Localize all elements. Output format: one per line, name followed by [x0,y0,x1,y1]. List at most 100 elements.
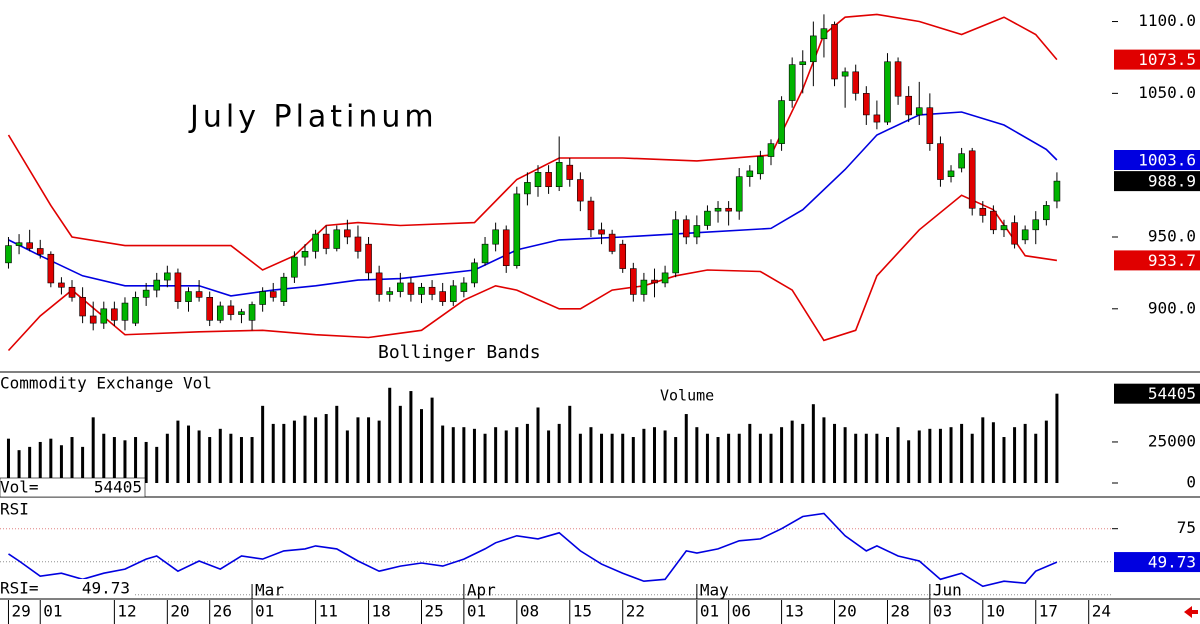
candle-body [598,229,605,235]
volume-bar [409,391,413,484]
volume-bar [652,427,656,484]
volume-bar [568,405,572,484]
candle-body [947,170,955,177]
volume-bar [314,417,318,484]
candle-body [725,207,732,212]
volume-bar [769,433,773,484]
candle-body [79,297,86,317]
volume-bar [345,430,349,484]
candle-body [1021,229,1029,241]
x-tick-label: 01 [467,602,486,621]
volume-bar [483,433,487,484]
volume-bar [1002,437,1006,484]
x-tick-label: 08 [520,602,539,621]
last-value-box [1114,150,1200,171]
candle-body [481,243,489,264]
candle-body [216,305,224,321]
volume-bar [515,427,519,484]
candle-body [259,291,266,305]
volume-bar [208,437,212,484]
volume-bar [335,405,339,484]
candle-body [164,272,171,281]
candle-body [460,282,468,292]
candle-body [926,107,934,144]
volume-bar [536,407,540,484]
candle-body [788,64,796,101]
volume-bar [896,427,900,484]
candle-body [587,200,595,231]
volume-bar [547,430,551,484]
panel-title: RSI [0,500,29,519]
volume-bar [525,423,529,484]
x-tick-label: 11 [319,602,338,621]
candle-body [174,272,182,302]
candle-body [852,71,860,94]
volume-bar [907,440,911,484]
y-tick-label: 900.0 [1148,298,1196,317]
volume-bar [134,437,138,484]
volume-bar [197,430,201,484]
candle-body [693,225,701,238]
month-label: Apr [467,581,496,600]
volume-bar [112,437,116,484]
readout-value: 49.73 [82,579,130,598]
candle-body [841,71,849,77]
candle-body [704,210,711,226]
volume-bar [674,437,678,484]
volume-bar [1034,433,1038,484]
volume-bar [17,450,21,484]
candle-body [15,242,23,246]
x-tick-label: 24 [1092,602,1111,621]
volume-bar [716,437,720,484]
volume-bar [642,428,646,484]
candle-body [365,243,372,274]
volume-bar [6,438,10,484]
candle-body [185,291,192,302]
volume-bar [81,446,85,484]
volume-bar [970,433,974,484]
candle-body [894,61,902,97]
volume-bar [282,423,286,484]
y-tick-label: 75 [1177,518,1196,537]
last-value-label: 49.73 [1148,553,1196,572]
volume-bar [388,387,392,484]
volume-bar [960,423,964,484]
candle-body [280,276,288,302]
candle-body [142,289,150,298]
candle-body [608,233,616,252]
volume-bar [600,433,604,484]
readout-label: Vol= [0,478,39,497]
volume-bar [631,437,635,484]
volume-bar [801,423,805,484]
x-tick-label: 22 [626,602,645,621]
volume-bar [102,433,106,484]
candle-body [333,229,341,249]
x-tick-label: 01 [43,602,62,621]
scroll-arrow[interactable] [1184,606,1198,618]
readout-box [0,477,146,498]
volume-bar [377,420,381,484]
x-tick-label: 18 [372,602,391,621]
volume-bar [239,437,243,484]
candle-body [820,28,828,40]
candle-body [121,302,129,321]
volume-bar [271,423,275,484]
candle-body [714,207,722,212]
volume-bar [451,427,455,484]
candle-body [735,176,743,212]
candle-body [534,172,542,188]
y-tick-label: 1050.0 [1138,83,1196,102]
candle-body [1043,205,1050,221]
panel-title: Commodity Exchange Vol [0,374,212,393]
candle-body [428,286,436,295]
x-tick-label: 10 [986,602,1005,621]
volume-bar [261,405,265,484]
candle-body [682,219,690,238]
candle-body [68,286,76,298]
readout-value: 54405 [94,478,142,497]
candle-body [492,229,499,245]
candle-body [905,95,912,116]
volume-bar [578,433,582,484]
volume-bar [1013,427,1017,484]
band-line [7,13,1058,271]
